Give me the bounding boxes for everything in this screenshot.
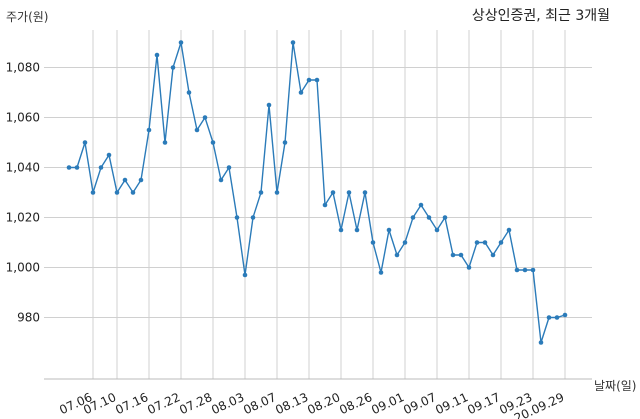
data-point [426, 215, 432, 220]
data-point [98, 165, 104, 170]
x-tick-label: 07.22 [145, 390, 182, 417]
data-point [458, 252, 464, 258]
data-point [234, 215, 240, 220]
data-point [290, 40, 296, 45]
x-tick-label: 08.26 [337, 390, 374, 417]
series-line [69, 42, 566, 343]
data-point [106, 152, 112, 158]
data-point [314, 77, 320, 83]
data-point [162, 140, 168, 145]
data-point [442, 215, 448, 220]
data-point [474, 240, 480, 245]
x-tick-label: 08.03 [209, 390, 246, 417]
data-point [530, 267, 536, 273]
data-point [450, 252, 456, 258]
data-point [274, 190, 280, 195]
data-point [170, 65, 176, 70]
data-point [330, 190, 336, 195]
data-point [82, 140, 88, 145]
x-tick-label: 09.07 [401, 390, 438, 417]
data-point [130, 190, 136, 195]
y-tick-label: 1,080 [6, 61, 40, 75]
data-point [418, 202, 424, 208]
data-point [522, 267, 528, 273]
data-point [178, 40, 184, 45]
y-tick-label: 1,060 [6, 111, 40, 125]
data-point [394, 252, 400, 258]
data-point [74, 165, 80, 170]
data-point [242, 272, 248, 278]
data-point [282, 140, 288, 145]
data-point [218, 177, 224, 183]
data-point [146, 127, 152, 133]
data-point [194, 127, 200, 133]
x-tick-label: 08.20 [305, 390, 342, 417]
x-tick-label: 07.16 [113, 390, 150, 417]
data-point [338, 227, 344, 233]
x-axis-label: 날짜(일) [594, 379, 637, 393]
chart-title: 상상인증권, 최근 3개월 [471, 8, 610, 24]
data-point [498, 240, 504, 245]
data-point [490, 252, 496, 258]
data-point [378, 270, 384, 275]
data-point [386, 227, 392, 233]
data-point [250, 215, 256, 220]
data-point [538, 340, 544, 345]
data-point [210, 140, 216, 145]
x-tick-label: 09.11 [433, 390, 470, 417]
y-axis-label: 주가(원) [6, 10, 49, 24]
y-tick-label: 1,040 [6, 161, 40, 175]
x-tick-label: 08.13 [273, 390, 310, 417]
data-point [402, 240, 408, 245]
x-tick-label: 09.17 [465, 390, 502, 417]
data-point [506, 227, 512, 233]
x-tick-label: 09.01 [369, 390, 406, 417]
data-point [322, 202, 328, 208]
data-point [562, 312, 568, 318]
data-point [154, 52, 160, 58]
data-point [514, 267, 520, 273]
data-point [266, 102, 272, 108]
data-point [90, 190, 96, 195]
data-point [66, 165, 72, 170]
y-tick-label: 1,020 [6, 211, 40, 225]
data-point [482, 240, 488, 245]
y-tick-label: 980 [17, 311, 40, 325]
data-point [370, 240, 376, 245]
data-point [466, 265, 472, 270]
data-point [306, 77, 312, 83]
data-point [362, 190, 368, 195]
data-point [546, 315, 552, 320]
data-point [226, 165, 232, 170]
data-point [410, 215, 416, 220]
data-point [138, 177, 144, 183]
data-point [298, 90, 304, 95]
data-point [434, 227, 440, 233]
data-point [186, 90, 192, 95]
data-point [554, 315, 560, 320]
data-point [202, 115, 208, 120]
data-point [354, 227, 360, 233]
data-point [346, 190, 352, 195]
x-tick-label: 07.28 [177, 390, 214, 417]
x-tick-label: 08.07 [241, 390, 278, 417]
y-tick-label: 1,000 [6, 261, 40, 275]
data-point [258, 190, 264, 195]
data-point [114, 190, 120, 195]
data-point [122, 177, 128, 183]
